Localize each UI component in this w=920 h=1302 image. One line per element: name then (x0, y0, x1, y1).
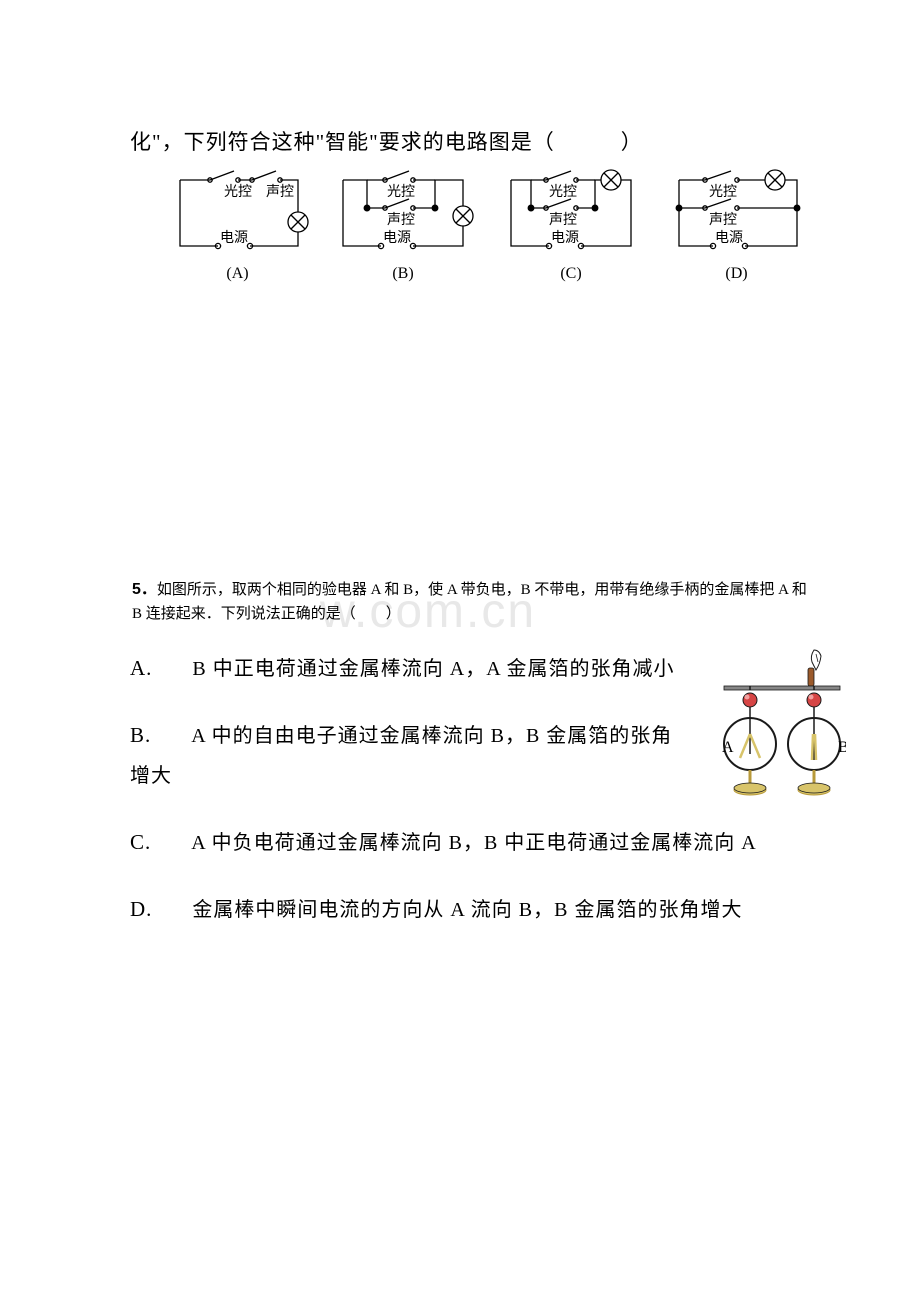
label-light: 光控 (549, 184, 577, 200)
q4-diagrams: 光控 声控 电源 (A) (160, 168, 814, 283)
diagram-a: 光控 声控 电源 (A) (160, 168, 315, 283)
option-b: B.A 中的自由电子通过金属棒流向 B，B 金属箔的张角增大 (130, 715, 690, 796)
label-light: 光控 (709, 184, 737, 200)
electroscope-b-label: B (838, 739, 846, 756)
hand-icon (811, 650, 821, 670)
metal-rod (724, 686, 840, 690)
q5-stem: 5．如图所示，取两个相同的验电器 A 和 B，使 A 带负电，B 不带电，用带有… (132, 578, 812, 626)
q5-stem-text: 如图所示，取两个相同的验电器 A 和 B，使 A 带负电，B 不带电，用带有绝缘… (132, 582, 807, 622)
label-power: 电源 (551, 230, 579, 246)
label-sound: 声控 (709, 212, 737, 228)
diagram-c-label: (C) (491, 265, 651, 283)
diagram-d: 光控 声控 电源 (D) (659, 168, 814, 283)
option-letter-c: C. (130, 830, 151, 854)
label-sound: 声控 (549, 212, 577, 228)
q5-figure: A B (716, 648, 846, 811)
label-power: 电源 (220, 230, 248, 246)
diagram-d-label: (D) (659, 265, 814, 283)
label-light: 光控 (224, 184, 252, 200)
diagram-a-label: (A) (160, 265, 315, 283)
option-letter-a: A. (130, 656, 152, 680)
diagram-c: 光控 声控 电源 (C) (491, 168, 651, 283)
option-a-text: B 中正电荷通过金属棒流向 A，A 金属箔的张角减小 (192, 658, 674, 680)
option-d-text: 金属棒中瞬间电流的方向从 A 流向 B，B 金属箔的张角增大 (192, 899, 742, 921)
option-d: D. 金属棒中瞬间电流的方向从 A 流向 B，B 金属箔的张角增大 (130, 889, 830, 930)
label-power: 电源 (383, 230, 411, 246)
label-light: 光控 (387, 184, 415, 200)
option-c-text: A 中负电荷通过金属棒流向 B，B 中正电荷通过金属棒流向 A (191, 832, 756, 854)
option-letter-b: B. (130, 723, 151, 747)
electroscope-b (788, 686, 840, 795)
option-b-text: A 中的自由电子通过金属棒流向 B，B 金属箔的张角增大 (130, 725, 672, 787)
option-c: C. A 中负电荷通过金属棒流向 B，B 中正电荷通过金属棒流向 A (130, 822, 830, 863)
q4-stem: 化"，下列符合这种"智能"要求的电路图是（ ） (130, 126, 643, 156)
label-sound: 声控 (387, 212, 415, 228)
option-letter-d: D. (130, 897, 152, 921)
q5-number: 5． (132, 581, 157, 598)
electroscope-a-label: A (722, 739, 734, 756)
insulating-handle (808, 668, 814, 686)
label-sound: 声控 (266, 184, 294, 200)
option-a: A. B 中正电荷通过金属棒流向 A，A 金属箔的张角减小 (130, 648, 690, 689)
label-power: 电源 (715, 230, 743, 246)
diagram-b-label: (B) (323, 265, 483, 283)
diagram-b: 光控 声控 电源 (B) (323, 168, 483, 283)
